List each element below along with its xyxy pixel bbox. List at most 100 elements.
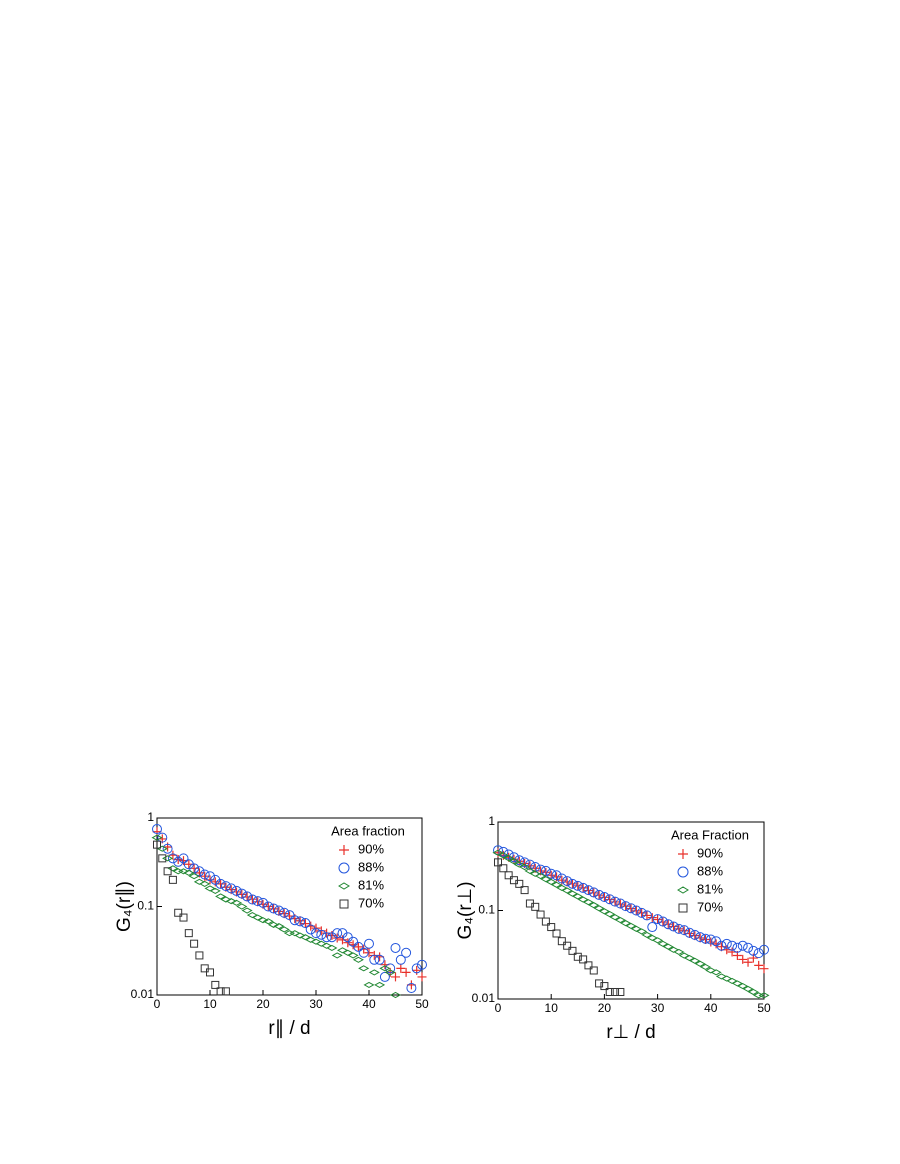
point (200, 964, 209, 973)
point (503, 849, 514, 860)
y-tick-label: 0.01 (472, 991, 496, 1005)
legend-label: 88% (358, 859, 384, 874)
point (695, 933, 705, 943)
point (662, 943, 674, 950)
point (631, 905, 642, 916)
legend-title: Area fraction (331, 823, 405, 838)
point (589, 966, 598, 975)
point (568, 946, 577, 955)
point (300, 918, 311, 929)
point (343, 938, 353, 948)
point (699, 963, 712, 971)
point (289, 915, 300, 926)
legend-label: 88% (697, 863, 723, 878)
point (268, 921, 280, 928)
point (204, 885, 216, 892)
point (411, 963, 422, 974)
y-tick-label: 0.01 (131, 987, 155, 1001)
point (589, 888, 599, 898)
legend-title: Area Fraction (671, 827, 749, 842)
point (368, 969, 380, 976)
point (179, 913, 188, 922)
point (311, 928, 321, 939)
point (258, 897, 268, 908)
point (498, 846, 509, 857)
point (167, 853, 178, 864)
point (594, 890, 604, 900)
point (578, 882, 589, 893)
point (588, 902, 600, 909)
x-tick-label: 0 (495, 1001, 502, 1015)
point (556, 873, 567, 884)
point (199, 869, 210, 880)
point (572, 880, 583, 891)
point (253, 897, 263, 907)
point (401, 967, 411, 977)
point (705, 934, 716, 945)
point (715, 973, 727, 980)
point (562, 877, 572, 887)
point (172, 868, 184, 875)
point (284, 910, 295, 921)
point (504, 871, 513, 880)
point (230, 899, 243, 906)
point (412, 965, 422, 975)
legend-marker (339, 899, 349, 909)
point (178, 853, 189, 864)
point (210, 877, 220, 887)
point (363, 981, 375, 988)
point (647, 913, 657, 923)
point (615, 899, 625, 909)
point (199, 880, 211, 887)
point (236, 888, 247, 899)
point (577, 896, 589, 903)
point (273, 905, 284, 916)
point (321, 932, 332, 943)
point (738, 954, 748, 964)
x-axis-label: r⊥ / d (606, 1022, 655, 1043)
point (295, 916, 305, 926)
point (641, 931, 653, 938)
point (727, 940, 738, 951)
point (163, 867, 172, 876)
point (369, 954, 380, 965)
point (759, 944, 769, 955)
point (626, 903, 636, 914)
point (556, 884, 568, 891)
point (503, 855, 515, 862)
y-tick-label: 0.1 (137, 899, 154, 913)
point (573, 881, 583, 891)
point (754, 960, 764, 970)
point (584, 961, 593, 970)
point (236, 903, 248, 910)
point (669, 921, 679, 931)
point (347, 952, 359, 959)
point (647, 922, 658, 933)
point (668, 921, 679, 932)
point (268, 903, 279, 914)
point (417, 972, 427, 982)
point (375, 952, 385, 962)
point (614, 916, 626, 924)
point (535, 872, 547, 880)
point (561, 887, 573, 894)
point (573, 952, 582, 961)
point (283, 930, 296, 937)
point (636, 928, 648, 935)
point (152, 824, 162, 835)
point (679, 925, 690, 936)
point (637, 908, 647, 918)
point (674, 924, 684, 934)
point (336, 947, 349, 954)
point (689, 929, 700, 940)
legend-marker (677, 866, 689, 878)
y-axis-label: G₄(r⊥) (455, 881, 476, 939)
point (358, 947, 369, 958)
legend-marker (339, 845, 349, 855)
point (753, 948, 764, 959)
point (158, 854, 167, 863)
legend-label: 81% (358, 877, 384, 892)
point (621, 901, 631, 911)
point (604, 894, 615, 905)
point (188, 873, 200, 880)
